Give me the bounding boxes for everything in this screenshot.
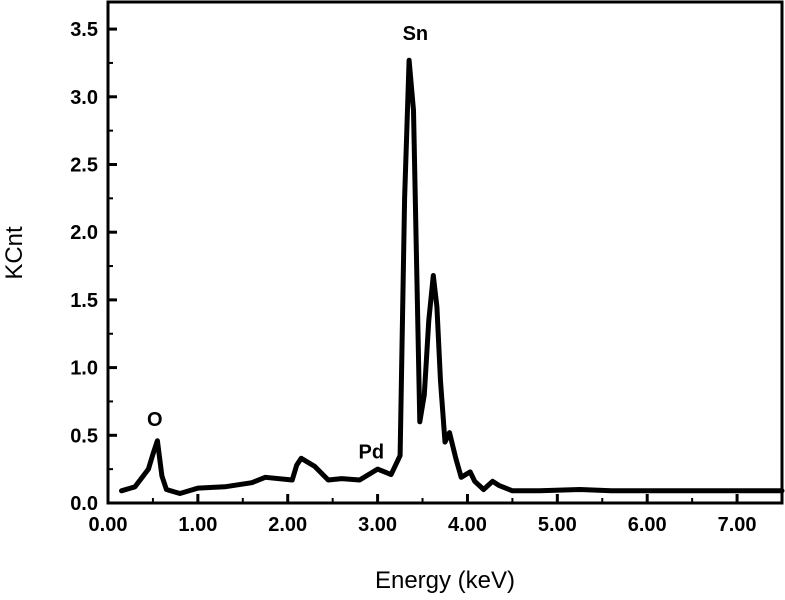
series-line xyxy=(119,57,785,496)
y-tick-label: 3.0 xyxy=(70,87,98,109)
peak-label: Sn xyxy=(403,23,429,45)
x-tick-label: 5.00 xyxy=(538,514,577,536)
x-axis: 0.00 1.00 2.00 3.00 4.00 5.00 6.00 7.00 xyxy=(89,494,757,536)
y-axis-title: KCnt xyxy=(1,226,28,280)
x-tick-label: 1.00 xyxy=(178,514,217,536)
y-tick-label: 1.5 xyxy=(70,290,98,312)
x-tick-label: 6.00 xyxy=(628,514,667,536)
y-tick-label: 0.5 xyxy=(70,425,98,447)
peak-label: Pd xyxy=(359,441,385,463)
x-tick-label: 2.00 xyxy=(268,514,307,536)
peak-label: O xyxy=(147,409,163,431)
y-tick-label: 2.0 xyxy=(70,222,98,244)
plot-frame xyxy=(106,0,784,505)
y-tick-label: 3.5 xyxy=(70,19,98,41)
x-tick-label: 4.00 xyxy=(448,514,487,536)
y-tick-label: 0.0 xyxy=(70,493,98,515)
x-axis-title: Energy (keV) xyxy=(375,567,515,594)
x-tick-label: 0.00 xyxy=(89,514,128,536)
y-axis: 0.0 0.5 1.0 1.5 2.0 2.5 3.0 3.5 xyxy=(70,19,117,515)
y-tick-label: 2.5 xyxy=(70,154,98,176)
y-tick-label: 1.0 xyxy=(70,358,98,380)
x-tick-label: 3.00 xyxy=(358,514,397,536)
peak-annotations: O Pd Sn xyxy=(147,23,428,463)
x-tick-label: 7.00 xyxy=(718,514,757,536)
